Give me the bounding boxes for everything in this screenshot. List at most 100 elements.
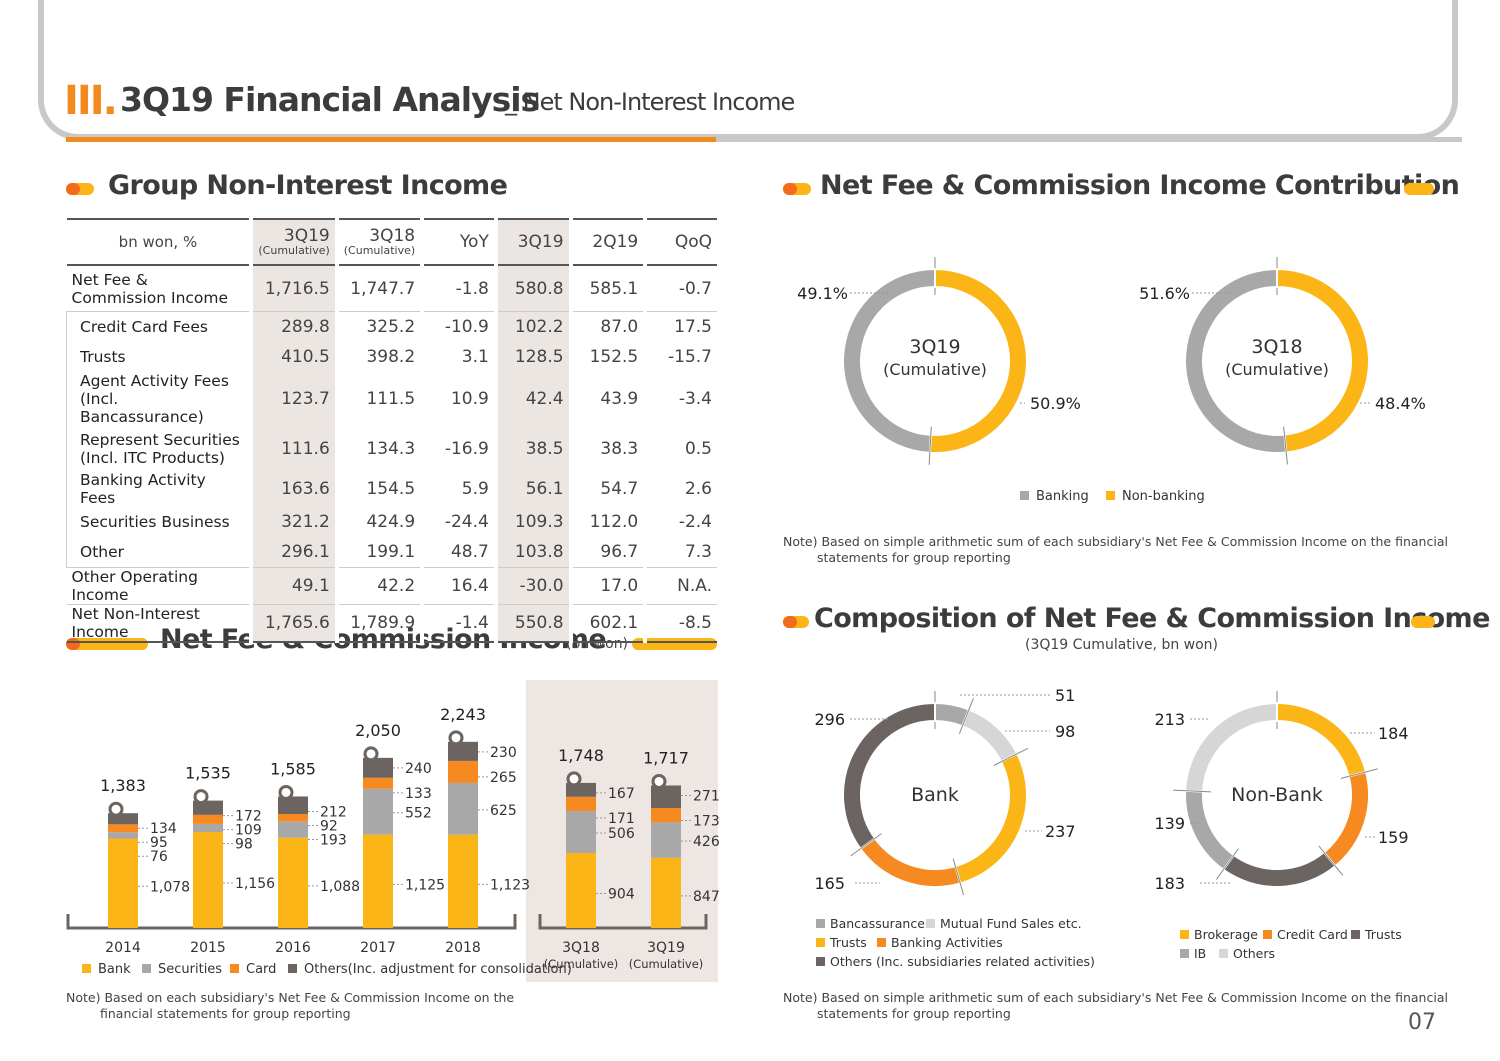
comp-subtitle: (3Q19 Cumulative, bn won): [1025, 637, 1219, 653]
slice-value-label: 98: [1055, 722, 1075, 741]
bar-segment-bank: [193, 832, 223, 928]
legend-label: Banking: [1036, 489, 1089, 504]
bar-segment-securities: [566, 810, 596, 853]
bar-value-label: 552: [405, 806, 432, 822]
slice-value-label: 237: [1045, 822, 1076, 841]
slice-value-label: 51.6%: [1139, 284, 1190, 303]
bar-value-label: 230: [490, 745, 517, 761]
donut-slice: [1184, 789, 1236, 872]
cell-value: 550.8: [493, 604, 571, 643]
bar-total-label: 2,243: [440, 705, 486, 724]
contrib-section-title: Net Fee & Commission Income Contribution: [820, 170, 1460, 201]
donut-center-label: Bank: [911, 784, 959, 806]
donut-slice: [842, 267, 936, 454]
bar-value-label: 98: [235, 837, 253, 853]
bar-segment-bank: [363, 834, 393, 928]
slice-value-label: 139: [1154, 814, 1185, 833]
cell-value: 43.9: [568, 372, 646, 426]
cell-value: -8.5: [643, 604, 717, 643]
cell-value: 42.4: [493, 372, 571, 426]
donut-center-label: 3Q18: [1251, 336, 1302, 358]
cell-value: 111.5: [334, 372, 423, 426]
cell-value: 602.1: [568, 604, 646, 643]
slice-value-label: 165: [814, 874, 845, 893]
table-row: Net Fee & Commission Income 1,716.5 1,747.…: [66, 265, 717, 312]
table-row: Trusts 410.5 398.2 3.1 128.5 152.5 -15.7: [66, 342, 717, 372]
row-label: Net Non-Interest Income: [66, 604, 252, 643]
bar-segment-others: [448, 741, 478, 761]
donut-center-sublabel: (Cumulative): [1225, 360, 1329, 379]
bar-cap-icon: [448, 730, 464, 746]
bar-value-label: 426: [693, 834, 720, 850]
bar-segment-bank: [566, 852, 596, 928]
cell-value: -0.7: [643, 265, 717, 312]
cell-value: 109.3: [493, 507, 571, 537]
header-2q19: 2Q19: [568, 218, 646, 266]
donut-slice: [858, 836, 962, 888]
cell-value: 0.5: [643, 426, 717, 471]
cell-value: 1,716.5: [249, 265, 337, 312]
cell-value: 5.9: [420, 471, 496, 507]
cell-value: 398.2: [334, 342, 423, 372]
bar-value-label: 847: [693, 889, 720, 905]
cell-value: 154.5: [334, 471, 423, 507]
bar-segment-others: [278, 796, 308, 815]
donut-slice: [954, 752, 1028, 885]
bar-value-label: 76: [150, 849, 168, 865]
donut-slice: [1184, 701, 1278, 793]
bar-value-label: 265: [490, 770, 517, 786]
legend-label: Card: [246, 962, 276, 977]
donut-charts: 50.9% 49.1% 3Q19 (Cumulative) 48.4% 51.6% 3Q18…: [797, 257, 1426, 969]
donut-slice: [842, 701, 936, 851]
bar-value-label: 1,078: [150, 879, 190, 895]
bar-value-label: 171: [608, 811, 635, 827]
bar-value-label: 133: [405, 786, 432, 802]
cell-value: -3.4: [643, 372, 717, 426]
bar-segment-bank: [278, 837, 308, 928]
section-marker: [783, 183, 811, 195]
cell-value: 123.7: [249, 372, 337, 426]
cell-value: 111.6: [249, 426, 337, 471]
cell-value: 38.3: [568, 426, 646, 471]
x-axis-sublabel: (Cumulative): [629, 957, 704, 971]
row-label: Represent Securities (Incl. ITC Products…: [66, 426, 252, 471]
bar-total-label: 2,050: [355, 721, 401, 740]
bar-segment-bank: [108, 838, 138, 928]
cell-value: 17.0: [568, 567, 646, 605]
donut-slice: [1276, 701, 1368, 778]
bar-cap-icon: [108, 801, 124, 817]
note-comp: Note) Based on simple arithmetic sum of …: [783, 990, 1448, 1021]
legend-label: Others (Inc. subsidiaries related activi…: [830, 954, 1095, 969]
table-row: Agent Activity Fees (Incl. Bancassurance…: [66, 372, 717, 426]
cell-value: 10.9: [420, 372, 496, 426]
bar-total-label: 1,717: [643, 748, 689, 767]
legend-swatch: [1180, 930, 1189, 939]
bar-segment-bank: [651, 857, 681, 928]
bar-value-label: 172: [235, 809, 262, 825]
cell-value: 112.0: [568, 507, 646, 537]
table-row: Securities Business 321.2 424.9 -24.4 109.3 1…: [66, 507, 717, 537]
cell-value: 3.1: [420, 342, 496, 372]
bar-cap-icon: [566, 771, 582, 787]
slice-divider: [928, 426, 932, 465]
slice-value-label: 50.9%: [1030, 394, 1081, 413]
bar-value-label: 1,125: [405, 877, 445, 893]
legend-swatch: [230, 964, 239, 973]
bar-segment-others: [193, 800, 223, 815]
cell-value: 2.6: [643, 471, 717, 507]
table-row: Other 296.1 199.1 48.7 103.8 96.7 7.3: [66, 537, 717, 568]
slice-divider: [1318, 845, 1344, 876]
axis-bracket: [538, 914, 708, 930]
x-axis-label: 2015: [190, 940, 226, 956]
section-marker-end: [1404, 183, 1434, 195]
legend-label: Bank: [98, 962, 131, 977]
cell-value: 163.6: [249, 471, 337, 507]
bar-segment-securities: [448, 782, 478, 835]
legend-swatch: [1219, 949, 1228, 958]
bar-total-label: 1,383: [100, 776, 146, 795]
row-label: Other Operating Income: [66, 567, 252, 605]
cell-value: 128.5: [493, 342, 571, 372]
legend-label: Banking Activities: [891, 935, 1003, 950]
cell-value: 289.8: [249, 311, 337, 342]
cell-value: N.A.: [643, 567, 717, 605]
